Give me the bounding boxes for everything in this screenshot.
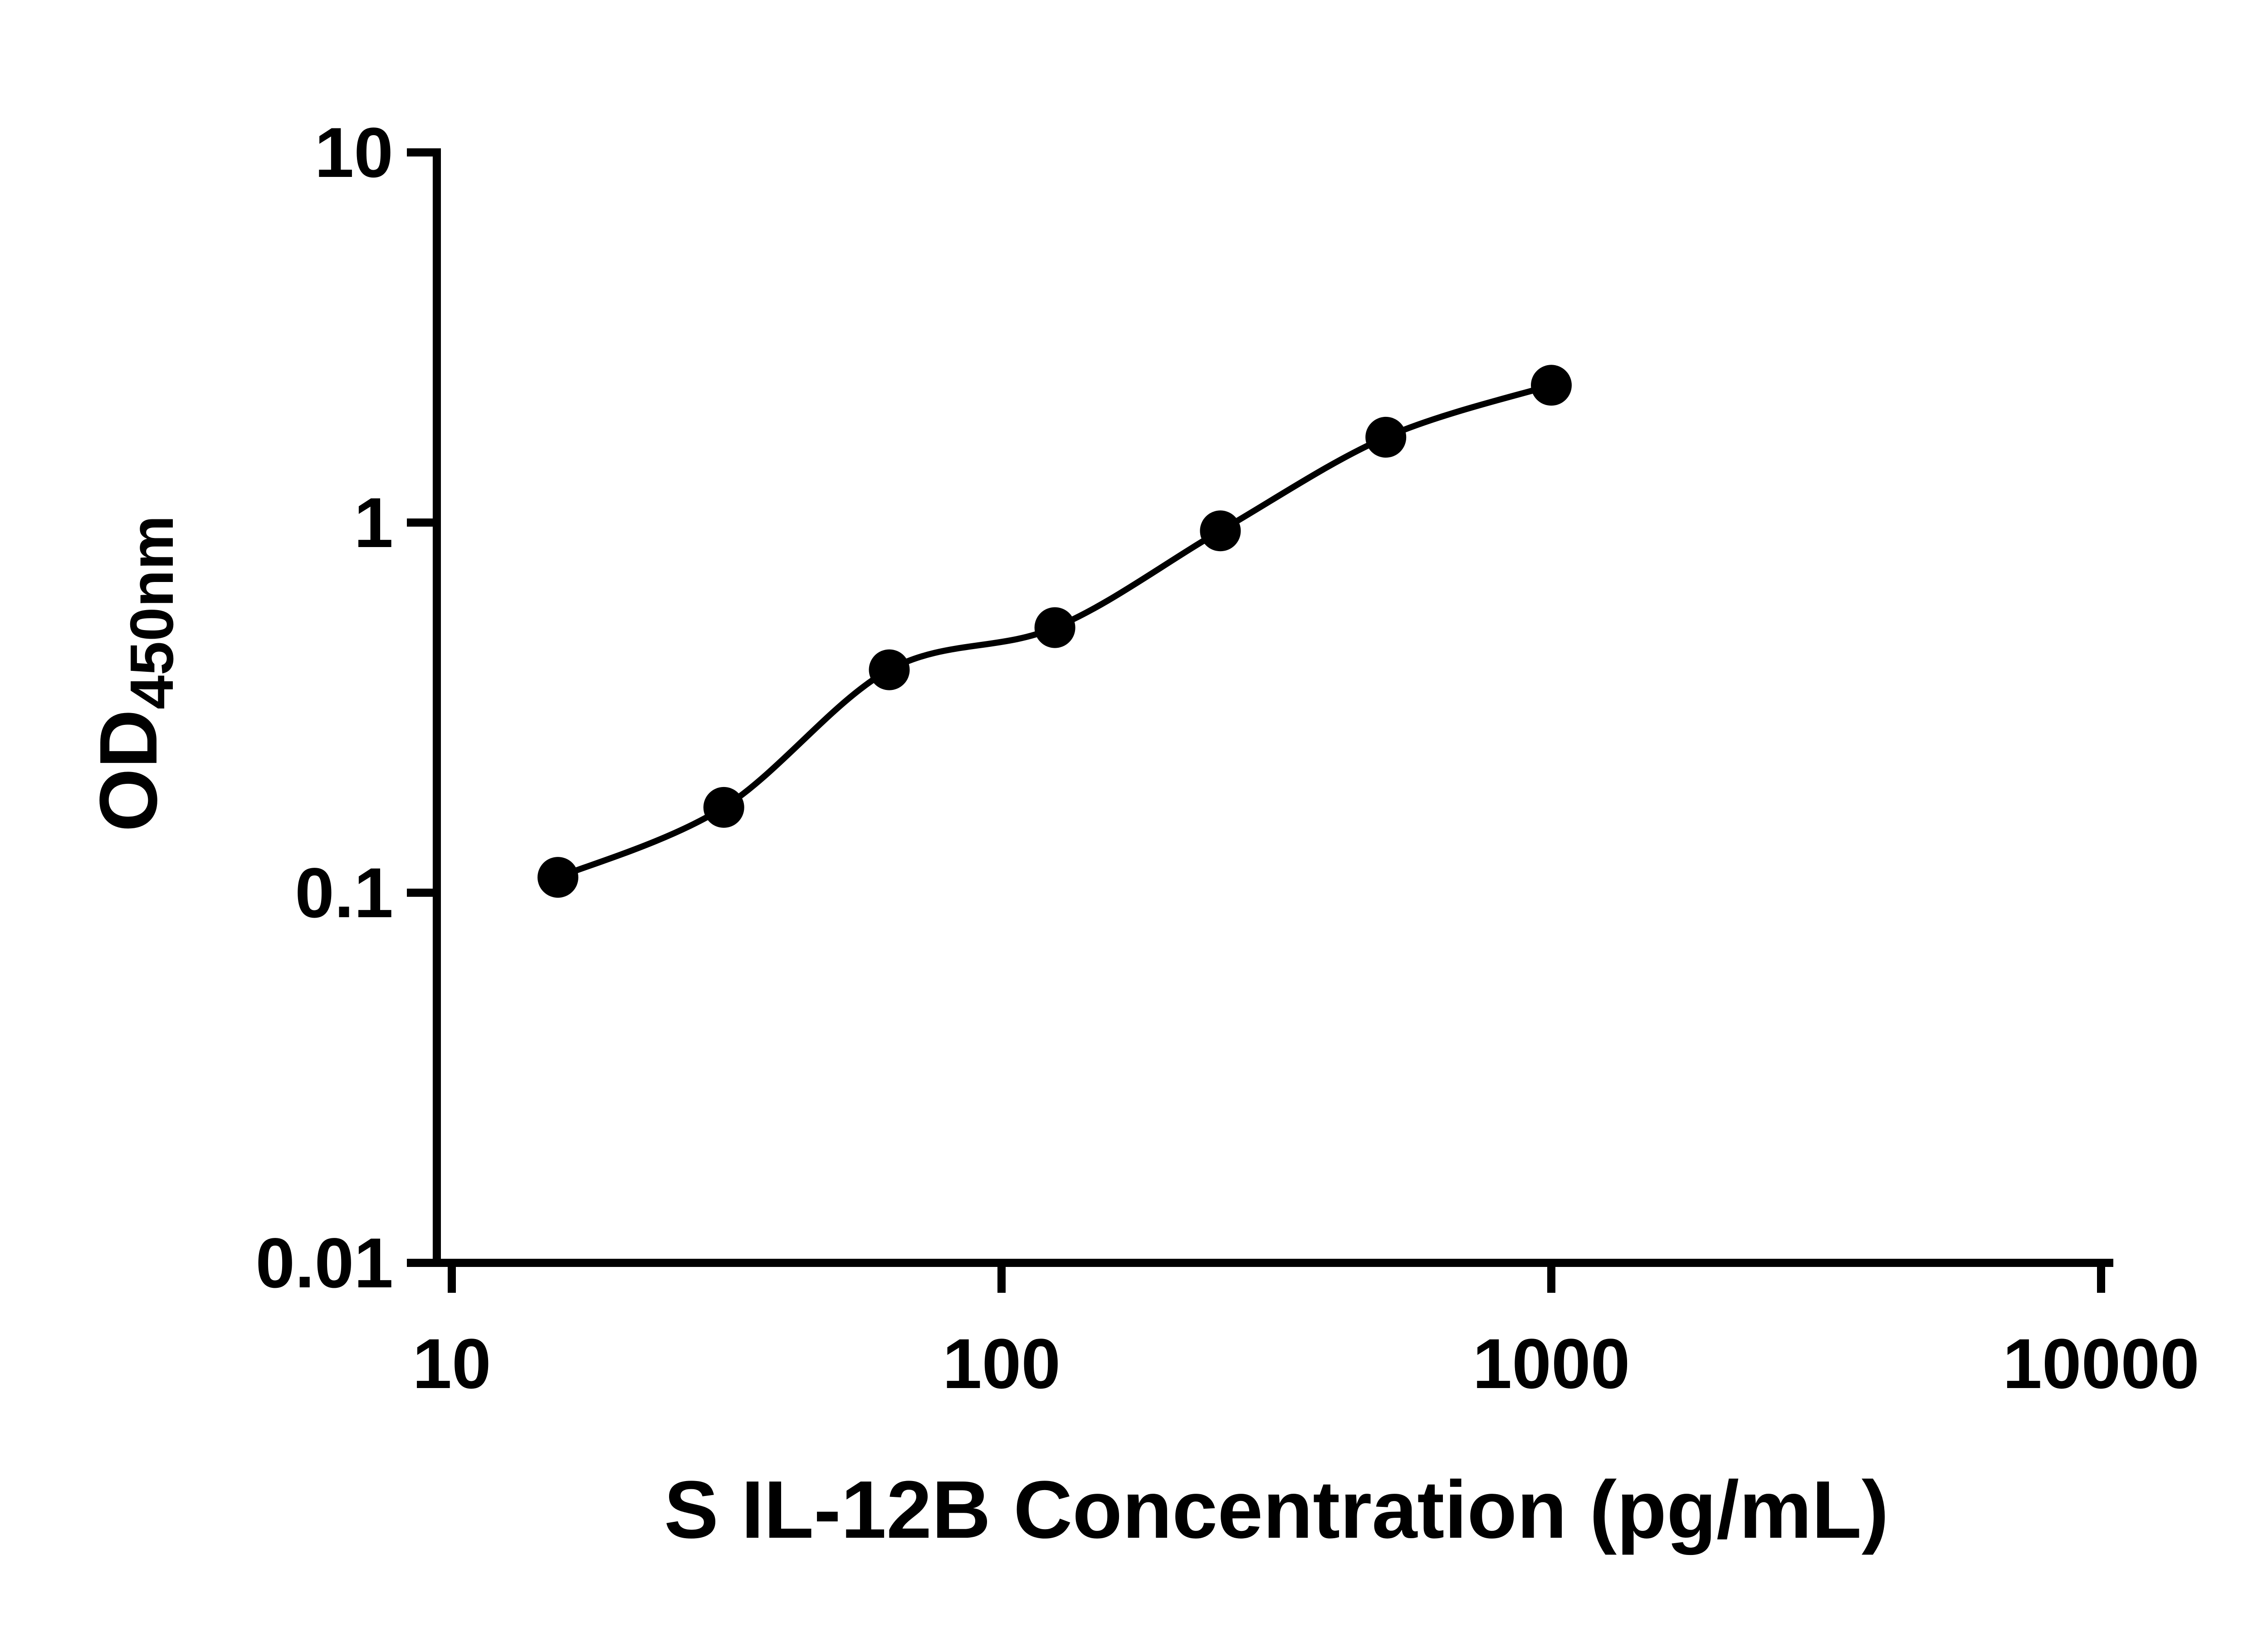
x-tick-label: 10: [412, 1325, 491, 1403]
data-point: [703, 787, 744, 828]
y-tick-label: 0.1: [295, 854, 393, 933]
y-axis-title: OD450nm: [83, 515, 186, 832]
y-axis-title-main: OD: [83, 709, 174, 832]
axes-layer: 10 100 1000 10000 0.01 0.1 1 10: [255, 113, 2200, 1403]
x-tick-label: 100: [943, 1325, 1061, 1403]
y-tick-label: 1: [354, 484, 393, 562]
data-point: [869, 649, 910, 690]
x-tick-label: 1000: [1472, 1325, 1630, 1403]
data-point: [1531, 365, 1572, 406]
y-tick-label: 10: [314, 113, 393, 192]
data-layer: [538, 365, 1572, 898]
data-point: [1034, 607, 1075, 648]
x-tick-label: 10000: [2003, 1325, 2200, 1403]
data-point: [538, 857, 578, 898]
data-point: [1365, 416, 1407, 458]
y-tick-label: 0.01: [255, 1224, 393, 1303]
y-axis-title-sub: 450nm: [117, 515, 186, 709]
data-point: [1200, 510, 1241, 552]
x-axis-title: S IL-12B Concentration (pg/mL): [664, 1464, 1889, 1555]
